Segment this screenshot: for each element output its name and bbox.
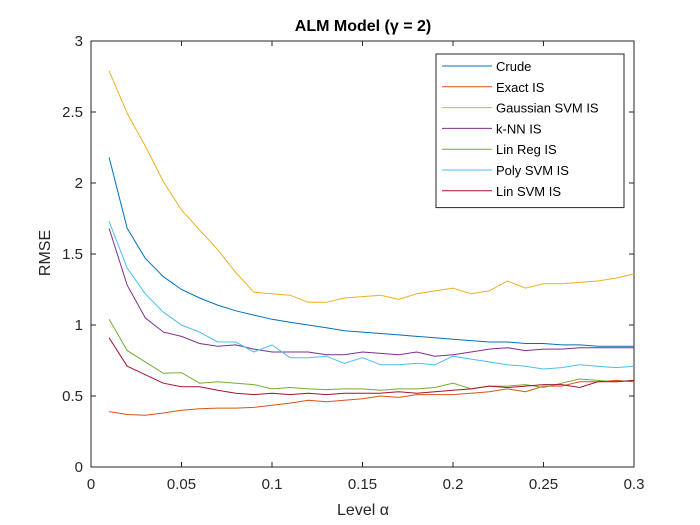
legend-label: k-NN IS (496, 121, 542, 136)
y-tick-label: 2 (75, 175, 83, 192)
y-tick-label: 2.5 (62, 104, 83, 121)
series-line-crude (108, 157, 634, 347)
series-layer (108, 70, 635, 416)
x-tick-label: 0.05 (167, 476, 196, 493)
series-line-lin-reg-is (108, 319, 635, 391)
legend-label: Crude (496, 59, 531, 74)
series-line-poly-svm-is (108, 221, 635, 370)
y-tick-label: 3 (75, 33, 83, 50)
x-tick-label: 0.1 (262, 476, 283, 493)
x-axis-label: Level α (337, 502, 389, 519)
legend-label: Lin SVM IS (496, 184, 561, 199)
y-tick-label: 1 (75, 317, 83, 334)
x-tick-label: 0.2 (443, 476, 464, 493)
x-tick-label: 0.15 (348, 476, 377, 493)
legend-label: Exact IS (496, 80, 545, 95)
x-tick-label: 0.3 (624, 476, 645, 493)
x-tick-label: 0.25 (529, 476, 558, 493)
series-line-exact-is (109, 379, 635, 416)
y-tick-label: 1.5 (62, 246, 83, 263)
y-axis-label: RMSE (37, 230, 54, 276)
legend-label: Poly SVM IS (496, 163, 569, 178)
legend: Crude Exact IS Gaussian SVM IS k-NN IS Lin R… (435, 53, 625, 209)
series-line-lin-svm-is (108, 337, 635, 396)
legend-box (435, 53, 625, 209)
y-tick-label: 0 (75, 459, 83, 476)
legend-label: Gaussian SVM IS (496, 101, 599, 116)
x-tick-label: 0 (87, 476, 95, 493)
series-line-gaussian-svm-is (108, 70, 635, 303)
y-tick-label: 0.5 (62, 388, 83, 405)
tick-layer: 0 0.05 0.1 0.15 0.2 0.25 0.3 0 0.5 1 1.5 2 2.5 3 (62, 33, 644, 493)
chart-title: ALM Model (γ = 2) (295, 18, 431, 35)
legend-label: Lin Reg IS (496, 142, 557, 157)
series-line-k-nn-is (108, 228, 634, 357)
